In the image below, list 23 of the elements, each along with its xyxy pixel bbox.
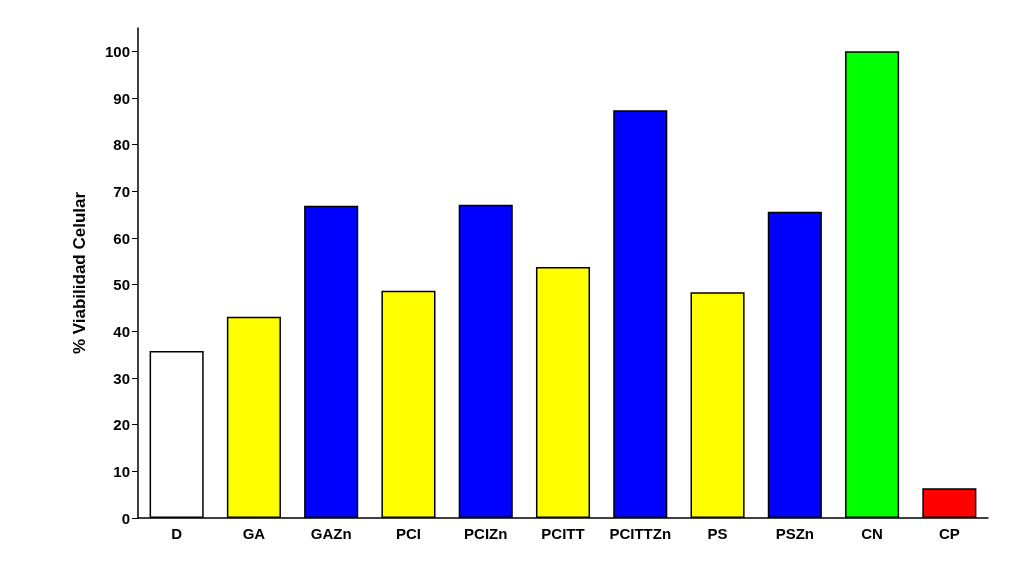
y-tick-label: 60 (113, 229, 130, 247)
x-tick-label: CP (938, 525, 960, 542)
x-tick-label: GA (242, 525, 266, 542)
y-axis-title: % Viabilidad Celular (70, 191, 89, 355)
x-tick-label: D (171, 525, 183, 542)
x-tick-label: CN (861, 525, 883, 542)
x-tick-label: PS (707, 525, 728, 542)
y-tick-label: 40 (113, 322, 130, 340)
x-tick-label: PCITTZn (609, 525, 672, 542)
y-tick-label: 80 (113, 136, 130, 154)
y-tick-label: 100 (104, 42, 130, 60)
y-tick-label: 70 (113, 182, 130, 200)
y-tick-label: 10 (113, 462, 130, 480)
x-tick-label: PSZn (775, 525, 814, 542)
y-tick-label: 90 (113, 89, 130, 107)
x-tick-label: PCI (395, 525, 421, 542)
x-tick-label: PCIZn (464, 525, 508, 542)
y-tick-label: 30 (113, 369, 130, 387)
x-tick-label: GAZn (310, 525, 352, 542)
y-tick-label: 20 (113, 416, 130, 434)
y-tick-label: 0 (121, 509, 130, 527)
x-tick-label: PCITT (541, 525, 585, 542)
y-tick-label: 50 (113, 276, 130, 294)
